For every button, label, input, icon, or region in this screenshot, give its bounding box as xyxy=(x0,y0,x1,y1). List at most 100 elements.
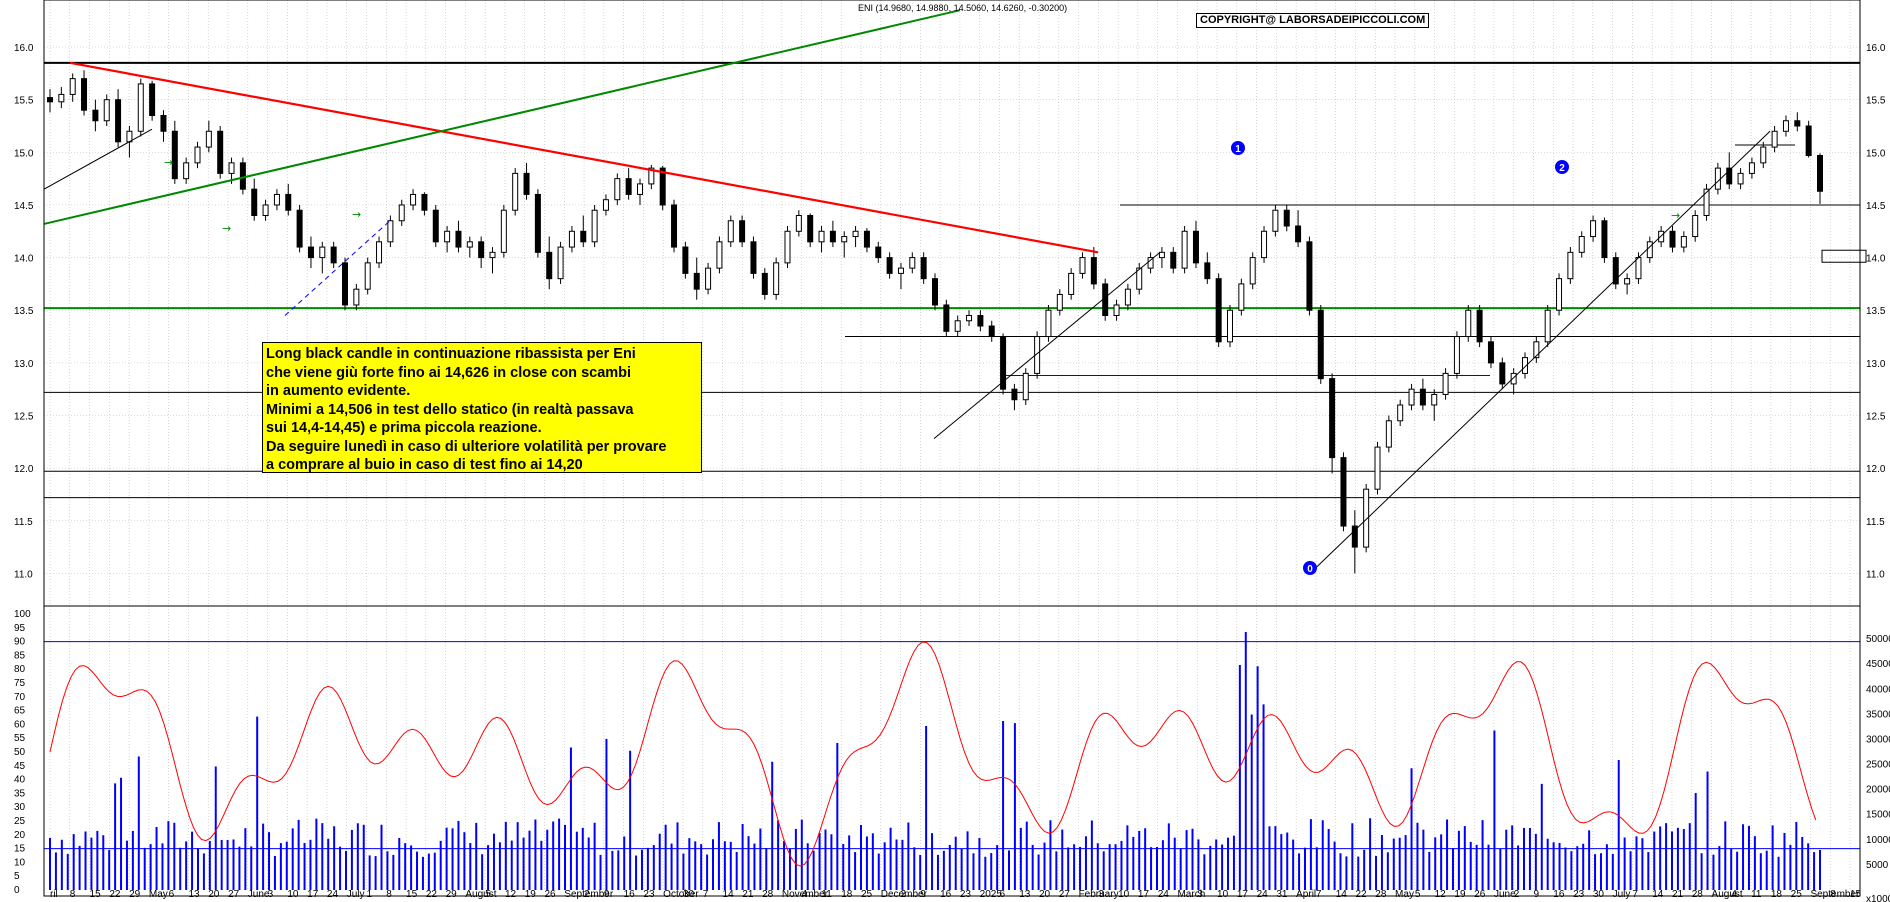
candle-body xyxy=(59,94,64,101)
y-tick-label-right: 11.0 xyxy=(1866,569,1885,580)
candle-body xyxy=(252,189,257,215)
osc-tick-label: 75 xyxy=(14,678,26,689)
candle-body xyxy=(1375,447,1380,489)
candle-body xyxy=(1262,231,1267,257)
candle-body xyxy=(1704,189,1709,215)
volume-tick-label: 45000 xyxy=(1866,659,1890,670)
candle-body xyxy=(1125,289,1130,305)
arrow-marker: → xyxy=(1671,209,1680,222)
candle-body xyxy=(172,131,177,178)
black-trendline xyxy=(1310,131,1770,573)
y-tick-label: 11.0 xyxy=(14,569,33,580)
candle-body xyxy=(1330,379,1335,458)
candle-body xyxy=(842,237,847,242)
osc-tick-label: 85 xyxy=(14,650,26,661)
candle-body xyxy=(422,194,427,210)
candle-body xyxy=(626,179,631,195)
candle-body xyxy=(1477,310,1482,342)
osc-tick-label: 20 xyxy=(14,830,26,841)
candle-body xyxy=(1398,405,1403,421)
y-tick-label-right: 12.5 xyxy=(1866,412,1886,423)
candle-body xyxy=(377,242,382,263)
chart-legend: ENI (14.9680, 14.9880, 14.5060, 14.6260,… xyxy=(858,3,1067,13)
y-tick-label: 15.0 xyxy=(14,148,34,159)
candle-body xyxy=(1296,226,1301,242)
y-tick-label-right: 15.0 xyxy=(1866,148,1886,159)
candle-body xyxy=(581,231,586,242)
x-tick-label: 2 xyxy=(901,889,907,900)
candle-body xyxy=(274,194,279,205)
volume-tick-label: 40000 xyxy=(1866,684,1890,695)
x-tick-label: 23 xyxy=(1573,889,1585,900)
candle-body xyxy=(138,84,143,131)
candle-body xyxy=(1818,155,1823,191)
candle-body xyxy=(1500,363,1505,384)
candle-body xyxy=(615,179,620,200)
x-tick-label: 4 xyxy=(1731,889,1737,900)
x-tick-label: 15 xyxy=(1850,889,1862,900)
candle-body xyxy=(82,79,87,111)
note-line: in aumento evidente. xyxy=(266,382,698,401)
x-tick-label: 3 xyxy=(1197,889,1203,900)
x-tick-label: July xyxy=(1613,889,1631,900)
candle-body xyxy=(411,194,416,205)
osc-tick-label: 10 xyxy=(14,857,26,868)
candle-body xyxy=(989,326,994,337)
x-tick-label: 16 xyxy=(624,889,636,900)
candle-body xyxy=(558,247,563,279)
candle-body xyxy=(331,247,336,263)
x-tick-label: 23 xyxy=(960,889,972,900)
y-tick-label-right: 16.0 xyxy=(1866,43,1886,54)
osc-tick-label: 50 xyxy=(14,747,26,758)
candle-body xyxy=(70,79,75,95)
x-tick-label: July xyxy=(347,889,365,900)
candle-body xyxy=(785,231,790,263)
arrow-marker: → xyxy=(164,156,173,169)
candle-body xyxy=(1091,258,1096,284)
candle-body xyxy=(1171,252,1176,268)
candle-body xyxy=(456,231,461,247)
candle-body xyxy=(921,258,926,279)
x-tick-label: 9 xyxy=(604,889,610,900)
candle-body xyxy=(229,163,234,174)
x-tick-label: 29 xyxy=(129,889,141,900)
candle-body xyxy=(1057,294,1062,310)
x-tick-label: 20 xyxy=(208,889,220,900)
candle-body xyxy=(1783,121,1788,132)
y-tick-label-right: 12.0 xyxy=(1866,464,1886,475)
candle-body xyxy=(569,231,574,247)
x-tick-label: 10 xyxy=(1217,889,1229,900)
candle-body xyxy=(1647,242,1652,258)
candle-body xyxy=(1046,310,1051,336)
x-tick-label: 12 xyxy=(505,889,517,900)
candle-body xyxy=(1069,273,1074,294)
x-tick-label: 21 xyxy=(742,889,754,900)
candle-body xyxy=(1715,168,1720,189)
x-tick-label: 13 xyxy=(188,889,200,900)
candle-body xyxy=(1103,284,1108,316)
y-tick-label: 15.5 xyxy=(14,96,34,107)
x-tick-label: 3 xyxy=(1098,889,1104,900)
green-uptrend-line xyxy=(44,10,960,224)
x-tick-label: 31 xyxy=(1276,889,1288,900)
x-tick-label: 11 xyxy=(821,889,832,900)
candle-body xyxy=(1443,373,1448,394)
osc-tick-label: 35 xyxy=(14,788,26,799)
x-tick-label: 11 xyxy=(1751,889,1762,900)
candle-body xyxy=(1681,237,1686,248)
candle-body xyxy=(1420,389,1425,405)
candle-body xyxy=(967,316,972,321)
x-tick-label: May xyxy=(1395,889,1414,900)
x-tick-label: 5 xyxy=(1415,889,1421,900)
x-tick-label: 4 xyxy=(802,889,808,900)
y-tick-label: 13.5 xyxy=(14,306,34,317)
candle-body xyxy=(830,231,835,242)
x-tick-label: 12 xyxy=(1435,889,1447,900)
x-tick-label: 8 xyxy=(386,889,392,900)
candle-body xyxy=(717,242,722,268)
osc-tick-label: 65 xyxy=(14,706,26,717)
note-line: Minimi a 14,506 in test dello statico (i… xyxy=(266,401,698,420)
x-tick-label: 24 xyxy=(1257,889,1269,900)
x-tick-label: 18 xyxy=(841,889,853,900)
osc-tick-label: 5 xyxy=(14,871,20,882)
